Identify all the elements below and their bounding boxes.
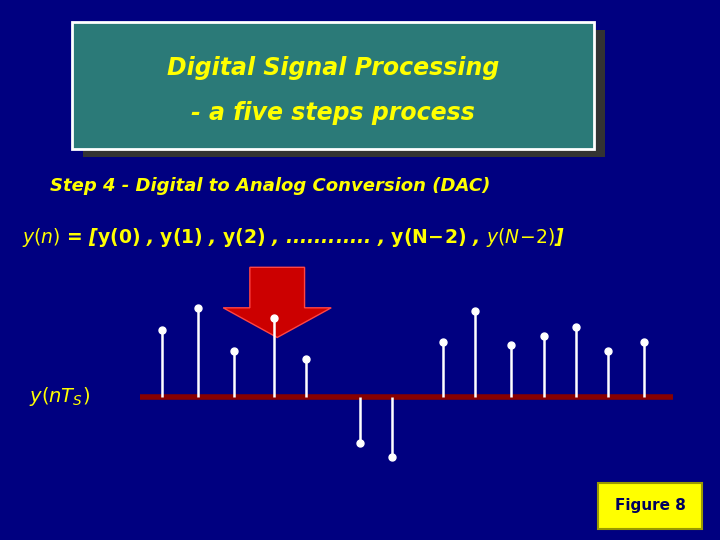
FancyBboxPatch shape bbox=[72, 22, 594, 148]
Text: Figure 8: Figure 8 bbox=[615, 498, 685, 514]
Polygon shape bbox=[223, 267, 331, 338]
Text: Step 4 - Digital to Analog Conversion (DAC): Step 4 - Digital to Analog Conversion (D… bbox=[50, 177, 491, 195]
Text: Digital Signal Processing: Digital Signal Processing bbox=[167, 56, 500, 79]
Text: - a five steps process: - a five steps process bbox=[192, 102, 475, 125]
Text: $\mathit{y(nT}_S)$: $\mathit{y(nT}_S)$ bbox=[29, 386, 90, 408]
Text: $\mathit{y(n)}$ = [$\mathbf{y(0)}$ , $\mathbf{y(1)}$ , $\mathbf{y(2)}$ , .......: $\mathit{y(n)}$ = [$\mathbf{y(0)}$ , $\m… bbox=[22, 226, 564, 249]
Polygon shape bbox=[719, 0, 720, 540]
FancyBboxPatch shape bbox=[598, 483, 702, 529]
FancyBboxPatch shape bbox=[83, 30, 605, 157]
